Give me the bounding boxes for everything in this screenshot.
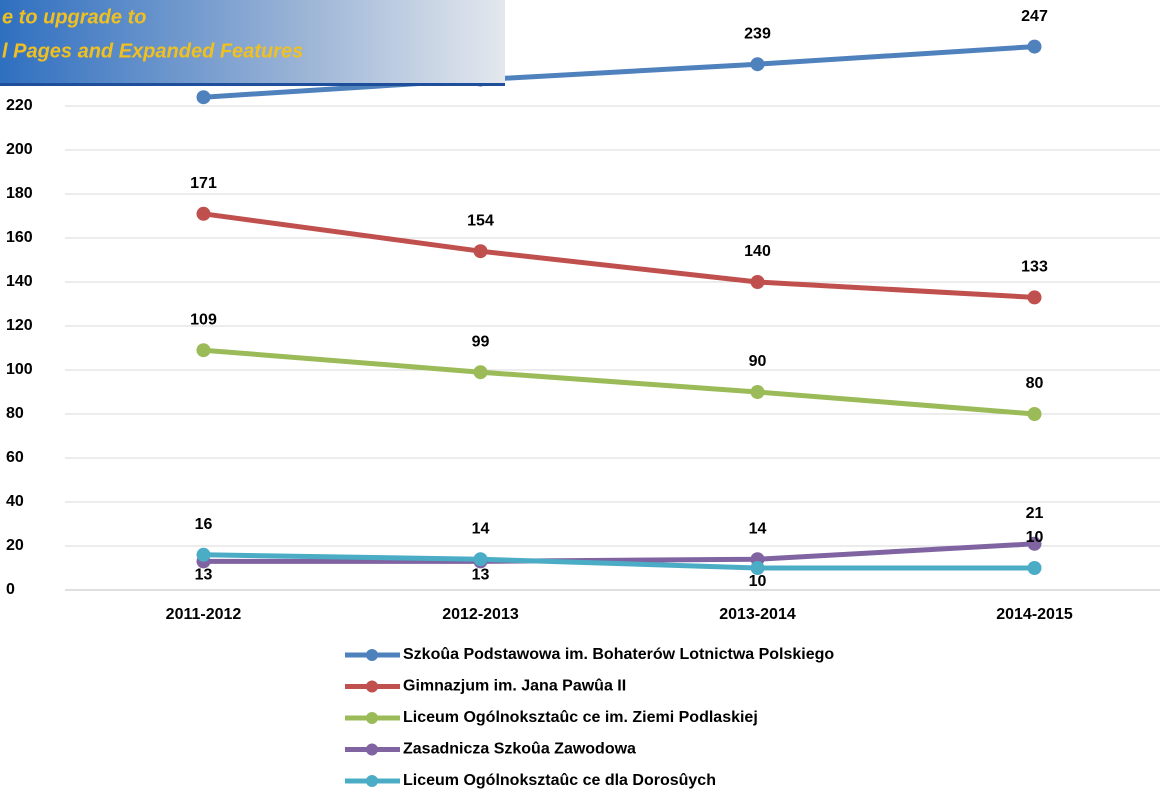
x-tick-label: 2013-2014 [719, 606, 796, 623]
data-label: 10 [749, 573, 767, 590]
banner-background [0, 0, 505, 85]
data-point [750, 385, 765, 399]
data-point [196, 343, 211, 358]
data-label: 80 [1026, 375, 1044, 392]
y-tick-label: 180 [6, 185, 33, 202]
y-tick-label: 200 [6, 141, 33, 158]
data-label: 109 [190, 311, 217, 328]
x-tick-label: 2014-2015 [996, 606, 1073, 623]
data-label: 133 [1021, 259, 1048, 276]
data-point [750, 561, 765, 575]
data-point [473, 244, 488, 259]
y-tick-label: 140 [6, 273, 33, 290]
plot-area: 0 20 40 60 80 100 120 140 160 180 200 220 2011-2012 2… [6, 8, 1160, 789]
data-label: 239 [744, 25, 771, 42]
banner-line: l Pages and Expanded Features [2, 40, 303, 62]
series-line [203, 541, 1035, 564]
y-tick-label: 80 [6, 405, 24, 422]
data-point [473, 365, 488, 380]
data-point [1027, 561, 1042, 575]
data-point [473, 552, 488, 567]
data-label: 171 [190, 175, 217, 192]
data-label: 16 [195, 516, 213, 533]
y-tick-label: 220 [6, 97, 33, 114]
series-line [203, 552, 1035, 571]
series-line [203, 44, 1035, 100]
data-point [1027, 290, 1042, 305]
data-label: 13 [472, 567, 490, 584]
legend-label: Zasadnicza Szkoûa Zawodowa [403, 741, 636, 758]
data-label: 14 [749, 520, 767, 537]
data-label: 21 [1026, 505, 1044, 522]
x-tick-label: 2012-2013 [442, 606, 519, 623]
data-label: 154 [467, 212, 494, 229]
series-line [203, 347, 1035, 417]
legend-marker [366, 743, 378, 756]
data-point [196, 90, 211, 105]
data-label: 99 [472, 333, 490, 350]
y-tick-label: 0 [6, 581, 15, 598]
y-tick-label: 160 [6, 229, 33, 246]
y-tick-label: 40 [6, 493, 24, 510]
data-point [1027, 39, 1042, 54]
legend-label: Szkoûa Podstawowa im. Bohaterów Lotnictw… [403, 646, 834, 663]
y-tick-label: 60 [6, 449, 24, 466]
data-label: 13 [195, 567, 213, 584]
y-tick-label: 120 [6, 317, 33, 334]
legend-marker [366, 712, 378, 724]
y-tick-label: 20 [6, 537, 24, 554]
x-tick-label: 2011-2012 [166, 606, 242, 623]
legend-label: Gimnazjum im. Jana Pawûa II [403, 678, 626, 695]
data-point [196, 206, 211, 221]
data-point [750, 275, 765, 289]
y-tick-label: 100 [6, 361, 33, 378]
legend-label: Liceum Ogólnoksztaûc ce im. Ziemi Podlas… [403, 709, 758, 726]
data-point [1027, 536, 1042, 551]
data-label: 90 [749, 353, 767, 370]
banner-border [0, 83, 505, 86]
legend-marker [366, 775, 378, 787]
data-point [750, 57, 765, 72]
data-point [1027, 407, 1042, 421]
banner-line: e to upgrade to [2, 6, 146, 28]
data-label: 10 [1026, 529, 1044, 546]
legend-label: Liceum Ogólnoksztaûc ce dla Dorosûych [403, 772, 716, 789]
legend-marker [366, 680, 378, 693]
watermark-banner: e to upgrade to l Pages and Expanded Fea… [0, 0, 505, 86]
data-label: 247 [1021, 8, 1048, 25]
data-label: 140 [744, 243, 771, 260]
legend-marker [366, 649, 378, 661]
series-line [203, 211, 1035, 300]
data-point [196, 547, 211, 562]
data-label: 14 [472, 520, 490, 537]
